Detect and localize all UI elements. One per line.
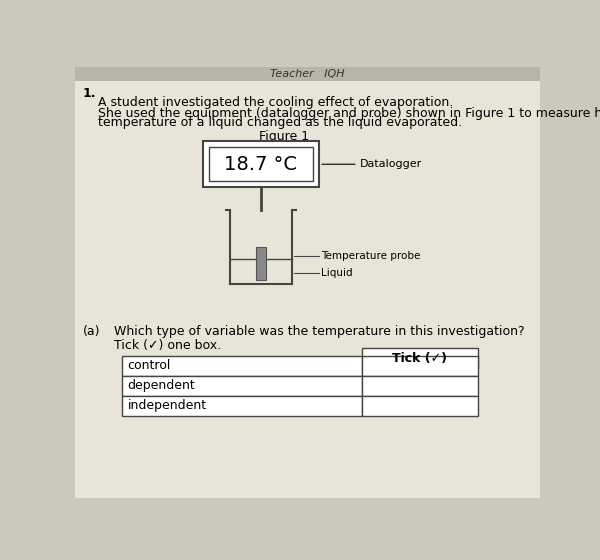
Bar <box>121 376 362 396</box>
Text: dependent: dependent <box>128 380 196 393</box>
Bar <box>75 67 540 81</box>
Text: independent: independent <box>128 399 207 413</box>
Bar <box>362 396 478 416</box>
Text: temperature of a liquid changed as the liquid evaporated.: temperature of a liquid changed as the l… <box>98 116 463 129</box>
Text: Figure 1: Figure 1 <box>259 130 310 143</box>
Bar <box>362 348 478 368</box>
Bar <box>203 141 319 187</box>
Bar <box>256 248 266 281</box>
Bar <box>209 147 313 181</box>
Text: (a): (a) <box>83 325 100 338</box>
Text: Teacher   IQH: Teacher IQH <box>270 69 345 79</box>
Bar <box>362 356 478 376</box>
Text: Temperature probe: Temperature probe <box>322 251 421 261</box>
Text: 1.: 1. <box>83 87 96 100</box>
Text: Datalogger: Datalogger <box>359 159 422 169</box>
Text: Tick (✓) one box.: Tick (✓) one box. <box>114 339 221 352</box>
Text: Liquid: Liquid <box>322 268 353 278</box>
Text: She used the equipment (datalogger and probe) shown in Figure 1 to measure how t: She used the equipment (datalogger and p… <box>98 107 600 120</box>
Text: Tick (✓): Tick (✓) <box>392 352 448 365</box>
Text: A student investigated the cooling effect of evaporation.: A student investigated the cooling effec… <box>98 96 454 109</box>
Text: 18.7 °C: 18.7 °C <box>224 155 298 174</box>
Text: Which type of variable was the temperature in this investigation?: Which type of variable was the temperatu… <box>114 325 524 338</box>
Bar <box>121 396 362 416</box>
Bar <box>362 376 478 396</box>
Bar <box>121 356 362 376</box>
Text: control: control <box>128 360 171 372</box>
